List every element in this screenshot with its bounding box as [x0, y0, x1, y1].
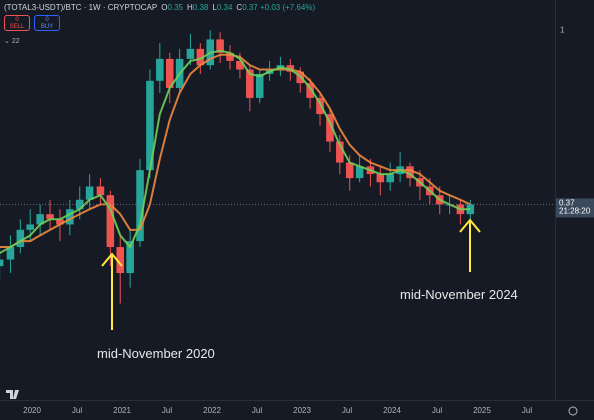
ohlc-key: L — [212, 3, 217, 12]
x-tick-label: 2022 — [203, 406, 221, 415]
last-price-label: 0.37 — [559, 199, 575, 208]
candle-body — [376, 174, 385, 183]
ohlc-key: O — [161, 3, 168, 12]
candle-body — [196, 48, 205, 66]
candle-body — [386, 174, 394, 183]
moving-average — [0, 49, 471, 255]
settings-icon[interactable] — [568, 406, 578, 416]
ohlc-key: C — [236, 3, 243, 12]
legend: (TOTAL3-USDT)/BTC · 1W · CRYPTOCAP O0.35 H… — [4, 3, 315, 12]
logo — [6, 390, 19, 399]
candle-body — [345, 162, 354, 179]
candle-body — [186, 48, 195, 59]
annotation: mid-November 2024 — [400, 287, 518, 302]
candle-body — [36, 214, 44, 225]
ohlc-value: 0.38 — [192, 3, 209, 12]
candle-body — [165, 58, 174, 88]
x-tick-label: Jul — [432, 406, 442, 415]
candle-body — [85, 186, 94, 200]
x-tick-label: Jul — [342, 406, 352, 415]
candle-body — [286, 65, 295, 72]
candle-body — [116, 247, 125, 274]
arrow-head — [101, 252, 123, 267]
sell-price: 0 — [15, 17, 19, 23]
indicators-toggle[interactable]: ⌄ 22 — [4, 38, 20, 45]
symbol: (TOTAL3-USDT)/BTC · 1W · CRYPTOCAP — [4, 3, 158, 12]
candle-body — [16, 229, 25, 248]
candle-body — [75, 199, 84, 210]
candle-body — [126, 241, 134, 274]
candle-body — [66, 209, 74, 225]
x-tick-label: Jul — [252, 406, 262, 415]
candle-body — [46, 214, 54, 220]
candle-body — [106, 195, 115, 248]
candle-body — [316, 97, 324, 115]
candle-body — [156, 58, 164, 81]
change: +0.03 (+7.64%) — [260, 3, 316, 12]
candle-body — [406, 166, 414, 179]
candle-body — [326, 114, 334, 142]
candle-body — [246, 69, 254, 98]
candle-body — [226, 52, 234, 61]
candle-body — [216, 39, 224, 53]
indicator-count: 22 — [11, 38, 20, 45]
ohlc-value: 0.34 — [216, 3, 233, 12]
plot — [0, 30, 475, 304]
candle-body — [26, 224, 35, 230]
x-tick-label: Jul — [72, 406, 82, 415]
x-tick-label: Jul — [522, 406, 532, 415]
buy-label: BUY — [40, 24, 54, 30]
sell-button[interactable]: 0 SELL — [4, 15, 30, 31]
candle-body — [146, 80, 154, 171]
arrow-head — [459, 218, 481, 233]
x-tick-label: 2020 — [23, 406, 41, 415]
x-tick-label: 2024 — [383, 406, 401, 415]
y-tick-label: 1 — [560, 26, 565, 35]
candle-body — [355, 166, 364, 179]
buy-button[interactable]: 0 BUY — [34, 15, 60, 31]
sell-label: SELL — [9, 24, 25, 30]
ohlc-key: H — [187, 3, 193, 12]
x-tick-label: Jul — [162, 406, 172, 415]
moving-average — [0, 53, 471, 249]
candle-body — [336, 141, 344, 163]
candle-body — [136, 170, 144, 242]
x-tick-label: 2021 — [113, 406, 131, 415]
ohlc-value: 0.37 — [242, 3, 258, 12]
annotation: mid-November 2020 — [97, 346, 215, 361]
candle-body — [96, 186, 105, 196]
x-tick-label: 2025 — [473, 406, 491, 415]
candle-body — [306, 83, 314, 98]
buy-price: 0 — [45, 17, 49, 23]
x-tick-label: 2023 — [293, 406, 311, 415]
candle-body — [6, 247, 15, 260]
candle-body — [236, 60, 244, 70]
candle-body — [0, 259, 4, 267]
last-price-box — [556, 198, 594, 218]
candle-body — [255, 73, 264, 98]
candle-body — [56, 219, 64, 225]
countdown-label: 21:28:20 — [559, 207, 591, 216]
ohlc-value: 0.35 — [167, 3, 184, 12]
